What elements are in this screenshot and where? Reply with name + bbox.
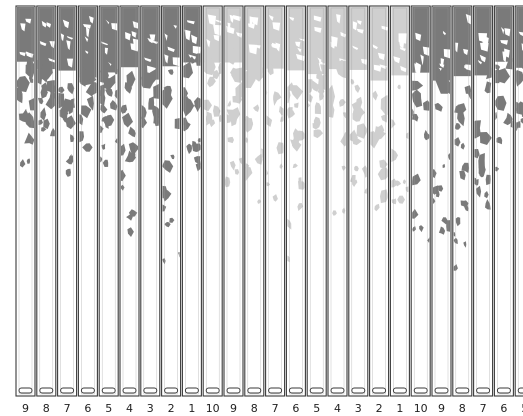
strip: 9 (431, 5, 452, 415)
strip-cap (164, 387, 179, 394)
strip-label: 8 (43, 402, 50, 415)
strip-pattern (121, 7, 138, 237)
strip-label: 8 (459, 402, 466, 415)
strip-label: 1 (396, 402, 403, 415)
strip-pattern (433, 7, 450, 235)
strip: 9 (15, 5, 36, 415)
strip-label: 4 (126, 402, 133, 415)
strip: 6 (77, 5, 98, 415)
strip-label: 5 (313, 402, 320, 415)
strip-label: 7 (64, 402, 71, 415)
strip: 8 (244, 5, 265, 415)
strip: 10 (202, 5, 223, 415)
strip-cap (268, 387, 283, 394)
strip-cap (122, 387, 137, 394)
strip-label: 7 (480, 402, 487, 415)
strip-frame (119, 5, 140, 397)
strip: 1 (181, 5, 202, 415)
strip-label: 1 (188, 402, 195, 415)
strip: 1 (389, 5, 410, 415)
strip-label: 10 (206, 402, 220, 415)
strip-cap (39, 387, 54, 394)
strip-label: 6 (292, 402, 299, 415)
strip-pattern (17, 7, 34, 168)
strip-cap (247, 387, 262, 394)
strip: 10 (410, 5, 431, 415)
strip: 8 (452, 5, 473, 415)
strip-label: 7 (272, 402, 279, 415)
strip: 9 (223, 5, 244, 415)
strip-cap (60, 387, 75, 394)
strip-cap (205, 387, 220, 394)
strip-label: 6 (500, 402, 507, 415)
strip-cap (434, 387, 449, 394)
strip-cap (372, 387, 387, 394)
strip-label: 9 (22, 402, 29, 415)
strip-cap (496, 387, 511, 394)
strip-cap (330, 387, 345, 394)
strip-frame (244, 5, 265, 397)
strip-cap (226, 387, 241, 394)
strip: 2 (369, 5, 390, 415)
strip: 7 (265, 5, 286, 415)
strip-label: 9 (230, 402, 237, 415)
strip: 7 (57, 5, 78, 415)
strip-label: 4 (334, 402, 341, 415)
strip-pattern (266, 7, 284, 202)
strip-frame (306, 5, 327, 397)
strip-cap (80, 387, 95, 394)
strip-frame (514, 5, 523, 397)
strip: 7 (473, 5, 494, 415)
strip-pattern (349, 7, 367, 194)
strip: 4 (327, 5, 348, 415)
strip-pattern (308, 7, 326, 139)
strip-cap (309, 387, 324, 394)
strip: 2 (161, 5, 182, 415)
strip-cap (413, 387, 428, 394)
strip-label: 6 (84, 402, 91, 415)
strip-cap (517, 387, 523, 394)
strip-cap (184, 387, 199, 394)
strip: 5 (514, 5, 523, 415)
strip-label: 2 (376, 402, 383, 415)
strip-pattern (37, 7, 55, 137)
strip-cap (455, 387, 470, 394)
strip: 3 (140, 5, 161, 415)
strip-pattern (141, 7, 159, 129)
strip-frame (140, 5, 161, 397)
strip: 4 (119, 5, 140, 415)
strip-cap (392, 387, 407, 394)
strip-frame (473, 5, 494, 397)
strip-label: 5 (521, 402, 523, 415)
strip-label: 9 (438, 402, 445, 415)
strip-frame (285, 5, 306, 397)
strip: 6 (285, 5, 306, 415)
strip-label: 10 (414, 402, 428, 415)
strip: 6 (493, 5, 514, 415)
strip-label: 5 (105, 402, 112, 415)
strip-label: 2 (168, 402, 175, 415)
strip-cap (351, 387, 366, 394)
strip-pattern (100, 7, 118, 167)
strip-pattern (474, 7, 492, 210)
strip-pattern (225, 7, 242, 188)
strip-cap (288, 387, 303, 394)
strip-label: 3 (355, 402, 362, 415)
strip-cap (476, 387, 491, 394)
strip: 3 (348, 5, 369, 415)
strip-label: 8 (251, 402, 258, 415)
strip-label: 3 (147, 402, 154, 415)
strip-cap (18, 387, 33, 394)
strip-pattern (287, 7, 305, 263)
strip-pattern (412, 7, 430, 243)
strips-layer: 987654321109876543211098765 (15, 5, 523, 415)
strip: 8 (36, 5, 57, 415)
strip: 5 (306, 5, 327, 415)
strip-cap (101, 387, 116, 394)
strip: 5 (98, 5, 119, 415)
strip-cap (143, 387, 158, 394)
